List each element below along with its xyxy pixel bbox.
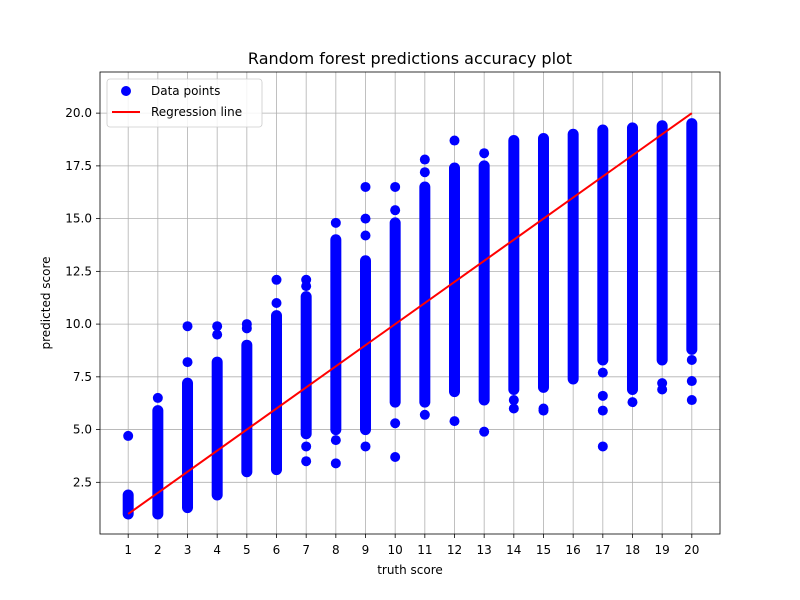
x-tick-label: 16: [566, 543, 581, 557]
x-tick-label: 17: [595, 543, 610, 557]
legend: Data points Regression line: [106, 78, 263, 128]
data-point: [597, 367, 608, 378]
x-tick-label: 20: [684, 543, 699, 557]
data-point: [182, 321, 193, 332]
data-point: [360, 213, 371, 224]
data-point: [686, 376, 697, 387]
x-axis: 1 2 3 4 5 6 7 8 9 10 11 12 13 14 15 16 17 18 19 20: [124, 534, 699, 557]
x-tick-label: 8: [332, 543, 340, 557]
data-point: [419, 409, 430, 420]
plot-frame: [99, 71, 721, 535]
y-axis: 2.5 5.0 7.5 10.0 12.5 15.0 17.5 20.0: [65, 106, 100, 489]
data-point: [390, 452, 401, 462]
x-tick-label: 19: [655, 543, 670, 557]
data-point: [597, 405, 608, 416]
data-point: [686, 395, 697, 406]
regression-line: [127, 112, 693, 515]
x-tick-label: 6: [273, 543, 281, 557]
data-point: [330, 435, 341, 446]
data-point: [419, 154, 430, 165]
x-tick-label: 15: [536, 543, 551, 557]
x-tick-label: 11: [417, 543, 432, 557]
data-point: [182, 357, 193, 368]
x-tick-label: 10: [388, 543, 403, 557]
data-point: [330, 458, 341, 469]
data-point: [627, 361, 638, 372]
legend-box: [106, 78, 263, 128]
data-point: [508, 395, 519, 406]
data-point: [390, 418, 401, 429]
chart-title: Random forest predictions accuracy plot: [248, 49, 572, 68]
data-point: [390, 181, 401, 192]
data-point: [657, 331, 668, 342]
legend-label-data-points: Data points: [151, 84, 220, 98]
y-tick-label: 7.5: [73, 370, 92, 384]
x-tick-label: 13: [477, 543, 492, 557]
data-point: [241, 319, 252, 330]
data-point: [360, 181, 371, 192]
data-point: [360, 441, 371, 452]
data-point: [597, 441, 608, 452]
data-point: [508, 403, 519, 414]
data-point: [597, 390, 608, 401]
x-tick-label: 5: [243, 543, 251, 557]
data-point: [330, 217, 341, 228]
y-axis-label: predicted score: [39, 257, 53, 350]
y-tick-label: 12.5: [65, 264, 92, 278]
data-point: [301, 441, 312, 452]
x-tick-label: 14: [506, 543, 521, 557]
data-point: [271, 274, 282, 285]
data-point: [301, 456, 312, 467]
data-point: [123, 430, 134, 441]
y-tick-label: 10.0: [65, 317, 92, 331]
data-point: [479, 426, 490, 437]
data-point: [212, 321, 223, 332]
data-point: [479, 148, 490, 159]
data-point: [390, 205, 401, 216]
x-tick-label: 18: [625, 543, 640, 557]
data-point: [657, 378, 668, 389]
x-tick-label: 9: [362, 543, 370, 557]
y-tick-label: 17.5: [65, 159, 92, 173]
y-tick-label: 20.0: [65, 106, 92, 120]
data-point: [152, 392, 163, 403]
data-point: [301, 274, 312, 285]
y-tick-label: 5.0: [73, 423, 92, 437]
x-tick-label: 3: [184, 543, 192, 557]
x-tick-label: 4: [213, 543, 221, 557]
data-point: [686, 354, 697, 365]
data-point: [449, 416, 460, 427]
scatter-points: [122, 118, 698, 520]
y-tick-label: 2.5: [73, 475, 92, 489]
x-axis-label: truth score: [377, 563, 443, 577]
y-tick-label: 15.0: [65, 212, 92, 226]
data-point: [360, 230, 371, 241]
data-point: [538, 403, 549, 414]
regression-line-layer: [127, 112, 693, 515]
data-point: [212, 329, 223, 340]
data-point: [449, 135, 460, 146]
data-point: [627, 397, 638, 408]
x-tick-label: 12: [447, 543, 462, 557]
legend-marker-data-points: [121, 86, 131, 96]
x-tick-label: 1: [124, 543, 132, 557]
data-point: [271, 298, 282, 308]
x-tick-label: 2: [154, 543, 162, 557]
legend-label-regression-line: Regression line: [151, 105, 242, 119]
x-tick-label: 7: [302, 543, 310, 557]
data-point: [419, 167, 430, 178]
